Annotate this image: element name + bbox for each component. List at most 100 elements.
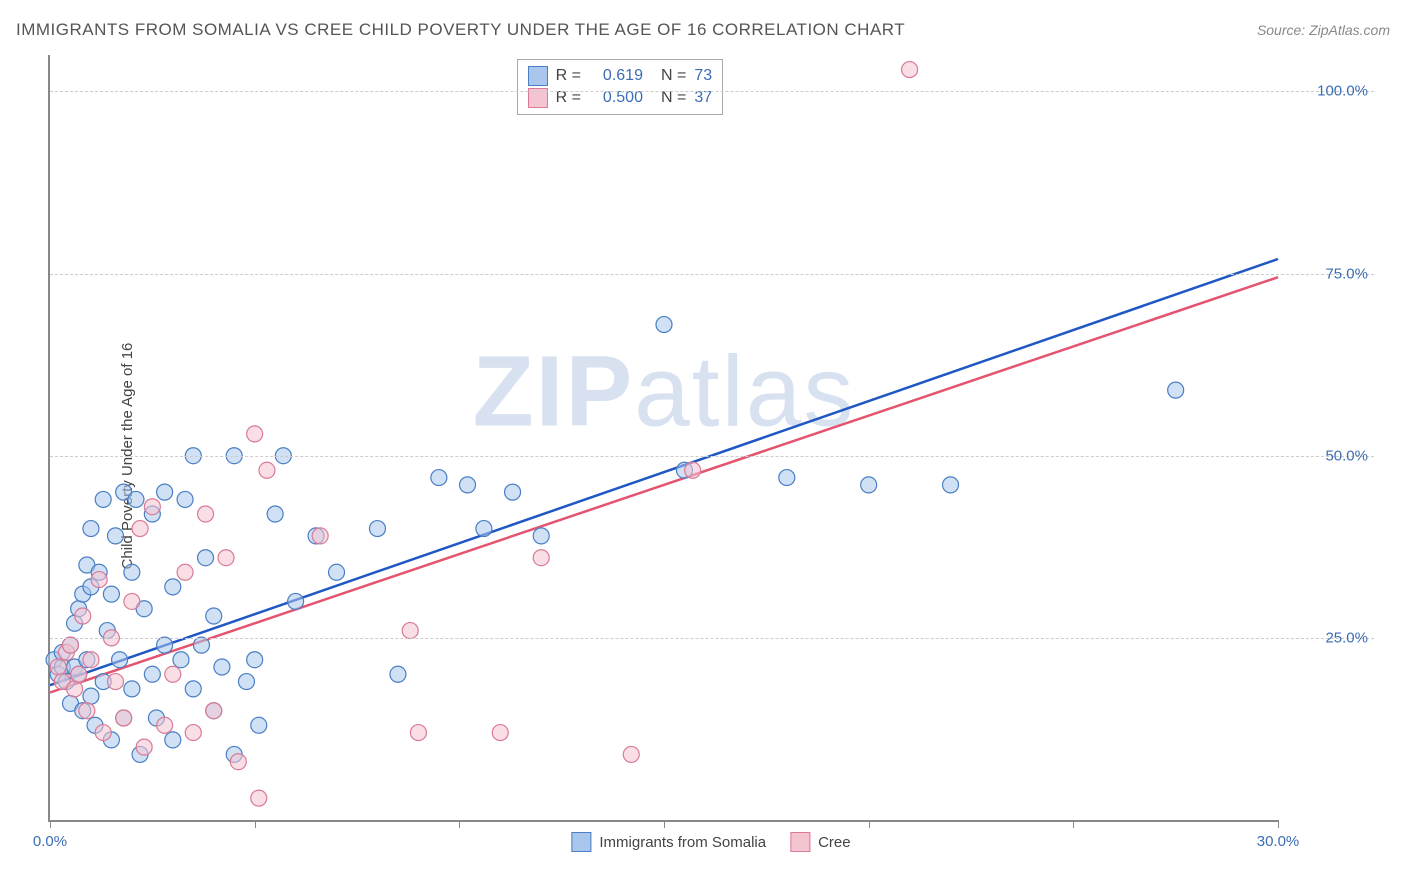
data-point xyxy=(288,593,304,609)
data-point xyxy=(214,659,230,675)
data-point xyxy=(67,681,83,697)
data-point xyxy=(230,754,246,770)
x-tick-label: 0.0% xyxy=(33,833,67,850)
data-point xyxy=(238,674,254,690)
x-tick xyxy=(1278,820,1279,828)
data-point xyxy=(185,725,201,741)
data-point xyxy=(402,623,418,639)
data-point xyxy=(71,666,87,682)
data-point xyxy=(62,637,78,653)
source-attribution: Source: ZipAtlas.com xyxy=(1257,22,1390,38)
scatter-svg xyxy=(50,55,1278,820)
swatch-cree xyxy=(790,832,810,852)
data-point xyxy=(251,717,267,733)
data-point xyxy=(144,499,160,515)
y-tick-label: 100.0% xyxy=(1317,83,1368,100)
data-point xyxy=(460,477,476,493)
data-point xyxy=(173,652,189,668)
x-tick xyxy=(664,820,665,828)
data-point xyxy=(206,608,222,624)
x-tick xyxy=(459,820,460,828)
data-point xyxy=(83,688,99,704)
gridline xyxy=(50,91,1374,92)
gridline xyxy=(50,274,1374,275)
data-point xyxy=(505,484,521,500)
y-tick-label: 50.0% xyxy=(1325,447,1368,464)
legend-label-cree: Cree xyxy=(818,834,851,851)
data-point xyxy=(83,652,99,668)
x-tick xyxy=(1073,820,1074,828)
data-point xyxy=(116,710,132,726)
legend-item-somalia: Immigrants from Somalia xyxy=(571,832,766,852)
data-point xyxy=(685,462,701,478)
x-tick xyxy=(869,820,870,828)
data-point xyxy=(533,528,549,544)
chart-container: Child Poverty Under the Age of 16 ZIPatl… xyxy=(48,55,1374,856)
data-point xyxy=(533,550,549,566)
x-tick xyxy=(255,820,256,828)
y-tick-label: 75.0% xyxy=(1325,265,1368,282)
data-point xyxy=(329,564,345,580)
data-point xyxy=(1168,382,1184,398)
correlation-legend: R =0.619N =73R =0.500N =37 xyxy=(517,59,723,115)
data-point xyxy=(124,564,140,580)
plot-area: ZIPatlas R =0.619N =73R =0.500N =37 25.0… xyxy=(48,55,1278,822)
data-point xyxy=(267,506,283,522)
data-point xyxy=(95,725,111,741)
data-point xyxy=(124,681,140,697)
data-point xyxy=(177,491,193,507)
legend-swatch xyxy=(528,66,548,86)
data-point xyxy=(390,666,406,682)
data-point xyxy=(779,470,795,486)
data-point xyxy=(91,572,107,588)
data-point xyxy=(132,521,148,537)
series-legend: Immigrants from Somalia Cree xyxy=(571,832,850,852)
data-point xyxy=(198,506,214,522)
data-point xyxy=(107,674,123,690)
data-point xyxy=(247,426,263,442)
gridline xyxy=(50,456,1374,457)
data-point xyxy=(251,790,267,806)
data-point xyxy=(476,521,492,537)
chart-title: IMMIGRANTS FROM SOMALIA VS CREE CHILD PO… xyxy=(16,20,905,40)
data-point xyxy=(165,579,181,595)
r-label: R = xyxy=(556,67,581,85)
data-point xyxy=(107,528,123,544)
x-tick-label: 30.0% xyxy=(1257,833,1300,850)
data-point xyxy=(103,586,119,602)
data-point xyxy=(185,681,201,697)
data-point xyxy=(206,703,222,719)
data-point xyxy=(902,62,918,78)
data-point xyxy=(165,732,181,748)
data-point xyxy=(369,521,385,537)
correlation-legend-row: R =0.619N =73 xyxy=(528,66,712,86)
data-point xyxy=(623,746,639,762)
data-point xyxy=(157,637,173,653)
legend-label-somalia: Immigrants from Somalia xyxy=(599,834,766,851)
data-point xyxy=(259,462,275,478)
data-point xyxy=(177,564,193,580)
data-point xyxy=(410,725,426,741)
data-point xyxy=(124,593,140,609)
gridline xyxy=(50,638,1374,639)
data-point xyxy=(247,652,263,668)
legend-item-cree: Cree xyxy=(790,832,851,852)
data-point xyxy=(83,521,99,537)
swatch-somalia xyxy=(571,832,591,852)
data-point xyxy=(861,477,877,493)
data-point xyxy=(157,717,173,733)
data-point xyxy=(492,725,508,741)
data-point xyxy=(128,491,144,507)
data-point xyxy=(312,528,328,544)
x-tick xyxy=(50,820,51,828)
data-point xyxy=(943,477,959,493)
data-point xyxy=(112,652,128,668)
data-point xyxy=(193,637,209,653)
data-point xyxy=(157,484,173,500)
data-point xyxy=(144,666,160,682)
data-point xyxy=(165,666,181,682)
n-label: N = xyxy=(661,67,686,85)
data-point xyxy=(95,491,111,507)
y-tick-label: 25.0% xyxy=(1325,629,1368,646)
r-value: 0.619 xyxy=(589,67,643,85)
